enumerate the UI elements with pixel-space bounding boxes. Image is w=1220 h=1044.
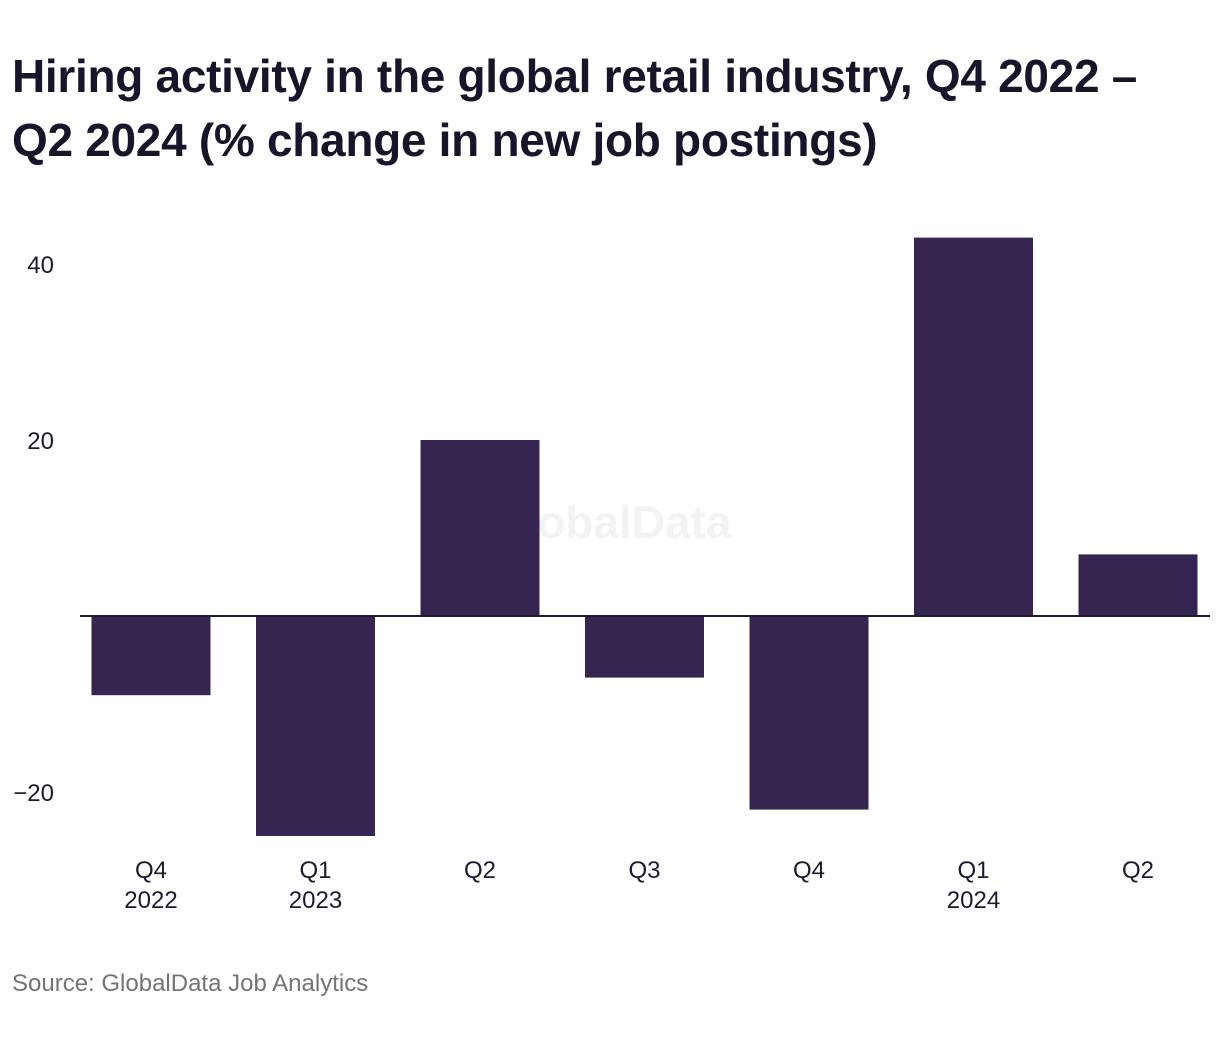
y-tick-label: 20 bbox=[27, 428, 54, 455]
y-tick-label: 40 bbox=[27, 252, 54, 279]
x-tick-label-year: 2023 bbox=[289, 887, 342, 914]
bar-q3-2023 bbox=[585, 616, 704, 678]
bar-q2-2023 bbox=[420, 440, 540, 616]
x-tick-label-quarter: Q1 bbox=[957, 857, 989, 884]
bar-q1-2023 bbox=[256, 616, 375, 836]
x-tick-label-quarter: Q4 bbox=[135, 857, 167, 884]
bar-q1-2024 bbox=[914, 237, 1033, 616]
x-tick-label-year: 2022 bbox=[124, 887, 177, 914]
x-tick-label-quarter: Q2 bbox=[1122, 857, 1154, 884]
x-tick-label-quarter: Q1 bbox=[299, 857, 331, 884]
y-axis-ticks: 40 20 −20 bbox=[13, 252, 54, 807]
y-tick-label: −20 bbox=[13, 780, 54, 807]
chart-title: Hiring activity in the global retail ind… bbox=[12, 50, 1138, 166]
x-tick-label-year: 2024 bbox=[947, 887, 1000, 914]
source-note: Source: GlobalData Job Analytics bbox=[12, 970, 369, 997]
x-tick-label-quarter: Q3 bbox=[628, 857, 660, 884]
bar-q2-2024 bbox=[1078, 554, 1198, 616]
x-tick-label-quarter: Q4 bbox=[793, 857, 825, 884]
bar-q4-2022 bbox=[91, 616, 211, 696]
x-axis-ticks: Q4 2022 Q1 2023 Q2 Q3 Q4 Q1 2024 Q2 bbox=[124, 857, 1154, 914]
bar-q4-2023 bbox=[749, 616, 869, 810]
x-tick-label-quarter: Q2 bbox=[464, 857, 496, 884]
bars-group bbox=[91, 237, 1198, 836]
